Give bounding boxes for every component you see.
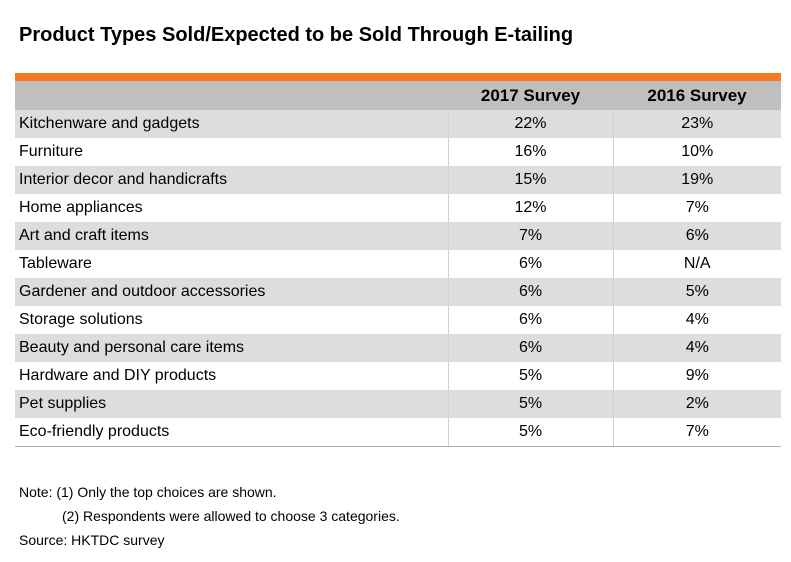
value-2016: 7% xyxy=(612,418,781,447)
table-row: Gardener and outdoor accessories 6% 5% xyxy=(15,278,781,306)
row-label: Art and craft items xyxy=(15,222,448,250)
value-2016: N/A xyxy=(612,250,781,278)
value-2017: 5% xyxy=(447,418,613,447)
table-row: Furniture 16% 10% xyxy=(15,138,781,166)
notes-section: Note: (1) Only the top choices are shown… xyxy=(19,480,400,552)
value-2016: 23% xyxy=(612,110,781,138)
row-label: Eco-friendly products xyxy=(15,418,448,447)
table-row: Kitchenware and gadgets 22% 23% xyxy=(15,110,781,138)
row-label: Kitchenware and gadgets xyxy=(15,110,448,138)
row-label: Pet supplies xyxy=(15,390,448,418)
table-row: Storage solutions 6% 4% xyxy=(15,306,781,334)
table-row: Beauty and personal care items 6% 4% xyxy=(15,334,781,362)
row-label: Beauty and personal care items xyxy=(15,334,448,362)
value-2017: 5% xyxy=(447,362,613,390)
value-2016: 19% xyxy=(612,166,781,194)
row-label: Interior decor and handicrafts xyxy=(15,166,448,194)
row-label: Tableware xyxy=(15,250,448,278)
row-label: Furniture xyxy=(15,138,448,166)
table-row: Art and craft items 7% 6% xyxy=(15,222,781,250)
table-header-row: 2017 Survey 2016 Survey xyxy=(15,81,781,110)
table-row: Home appliances 12% 7% xyxy=(15,194,781,222)
value-2016: 6% xyxy=(612,222,781,250)
note-1: Note: (1) Only the top choices are shown… xyxy=(19,484,277,500)
row-label: Storage solutions xyxy=(15,306,448,334)
value-2017: 5% xyxy=(447,390,613,418)
value-2016: 10% xyxy=(612,138,781,166)
value-2017: 15% xyxy=(447,166,613,194)
value-2017: 16% xyxy=(447,138,613,166)
table-row: Eco-friendly products 5% 7% xyxy=(15,418,781,447)
value-2016: 7% xyxy=(612,194,781,222)
accent-bar xyxy=(15,73,781,81)
table-row: Tableware 6% N/A xyxy=(15,250,781,278)
header-2017-survey: 2017 Survey xyxy=(448,81,613,110)
value-2017: 12% xyxy=(447,194,613,222)
survey-table: 2017 Survey 2016 Survey Kitchenware and … xyxy=(15,81,781,447)
value-2017: 6% xyxy=(447,278,613,306)
table-row: Interior decor and handicrafts 15% 19% xyxy=(15,166,781,194)
value-2017: 22% xyxy=(447,110,613,138)
row-label: Hardware and DIY products xyxy=(15,362,448,390)
value-2017: 6% xyxy=(447,306,613,334)
row-label: Gardener and outdoor accessories xyxy=(15,278,448,306)
value-2016: 4% xyxy=(612,334,781,362)
value-2017: 7% xyxy=(447,222,613,250)
page-title: Product Types Sold/Expected to be Sold T… xyxy=(19,24,574,46)
source-note: Source: HKTDC survey xyxy=(19,532,165,548)
value-2017: 6% xyxy=(447,334,613,362)
header-2016-survey: 2016 Survey xyxy=(613,81,781,110)
value-2017: 6% xyxy=(447,250,613,278)
table-row: Hardware and DIY products 5% 9% xyxy=(15,362,781,390)
value-2016: 5% xyxy=(612,278,781,306)
survey-table-container: 2017 Survey 2016 Survey Kitchenware and … xyxy=(15,73,781,447)
value-2016: 9% xyxy=(612,362,781,390)
row-label: Home appliances xyxy=(15,194,448,222)
header-category xyxy=(15,81,448,110)
value-2016: 4% xyxy=(612,306,781,334)
table-row: Pet supplies 5% 2% xyxy=(15,390,781,418)
note-2: (2) Respondents were allowed to choose 3… xyxy=(62,508,400,524)
value-2016: 2% xyxy=(612,390,781,418)
table-body: Kitchenware and gadgets 22% 23% Furniture 16… xyxy=(15,110,781,447)
